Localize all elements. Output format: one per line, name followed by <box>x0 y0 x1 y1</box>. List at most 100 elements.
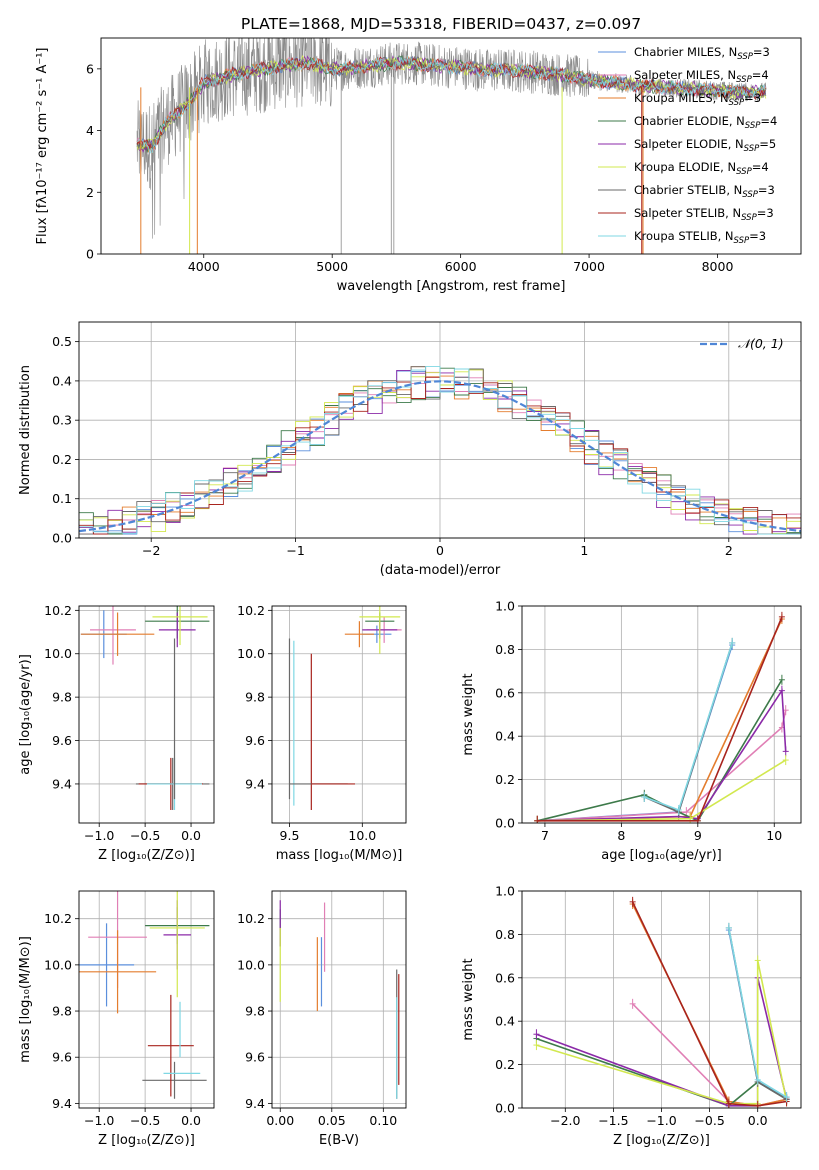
x-tick-label: 9.5 <box>280 828 300 843</box>
y-tick-label: 9.8 <box>52 1004 72 1019</box>
x-tick-label: 10 <box>766 828 782 843</box>
model-fit-chabrier-stelib <box>136 56 767 150</box>
plot-area <box>79 891 210 1099</box>
x-tick-label: 0.0 <box>181 828 201 843</box>
y-tick-label: 0.6 <box>495 685 515 700</box>
y-tick-label: 6 <box>86 61 94 76</box>
y-tick-label: 10.0 <box>44 957 72 972</box>
y-tick-label: 0.4 <box>495 1014 515 1029</box>
x-tick-label: 6000 <box>445 259 477 274</box>
y-tick-label: 0.0 <box>495 816 515 831</box>
y-tick-label: 9.6 <box>52 733 72 748</box>
plot-area <box>533 896 790 1108</box>
series-salpeter-stelib <box>537 616 783 822</box>
x-tick-label: −1.0 <box>84 1113 114 1128</box>
x-axis-label: E(B-V) <box>319 1133 359 1148</box>
legend-entry-chabrier-elodie: Chabrier ELODIE, NSSP=4 <box>634 114 777 131</box>
y-tick-label: 0.2 <box>495 1057 515 1072</box>
axes-frame <box>521 890 802 1109</box>
x-tick-label: 0.00 <box>266 1113 294 1128</box>
y-tick-label: 0.0 <box>52 531 72 546</box>
legend-entry-salpeter-stelib: Salpeter STELIB, NSSP=3 <box>634 206 774 223</box>
y-tick-label: 9.4 <box>245 776 265 791</box>
y-tick-label: 4 <box>86 123 94 138</box>
x-tick-label: 0.0 <box>181 1113 201 1128</box>
y-tick-label: 9.4 <box>245 1096 265 1111</box>
x-tick-label: 5000 <box>316 259 348 274</box>
panel-mass-vs-Z: −1.0 −0.5 0.0 9.4 9.6 9.8 10.0 10.2 Z [log₁₀(Z/Z… <box>18 890 215 1148</box>
x-tick-label: −0.5 <box>694 1113 724 1128</box>
x-tick-label: −1.0 <box>84 828 114 843</box>
figure-title: PLATE=1868, MJD=53318, FIBERID=0437, z=0… <box>241 15 641 33</box>
y-tick-label: 0.5 <box>52 334 72 349</box>
y-tick-label: 10.0 <box>237 646 265 661</box>
y-tick-label: 9.4 <box>52 1096 72 1111</box>
legend-entry-kroupa-elodie: Kroupa ELODIE, NSSP=4 <box>634 160 769 177</box>
plot-area <box>79 366 801 535</box>
legend-entry-chabrier-stelib: Chabrier STELIB, NSSP=3 <box>634 183 775 200</box>
model-fit-kroupa-stelib <box>136 54 766 154</box>
legend-entry-kroupa-stelib: Kroupa STELIB, NSSP=3 <box>634 229 766 246</box>
legend-entry-chabrier-miles: Chabrier MILES, NSSP=3 <box>634 45 770 62</box>
x-tick-label: 0 <box>436 543 444 558</box>
y-axis-label: mass weight <box>461 673 476 755</box>
y-tick-label: 1.0 <box>495 599 515 614</box>
gaussian-curve <box>79 380 801 533</box>
plot-area <box>136 38 767 254</box>
y-tick-label: 9.6 <box>245 733 265 748</box>
y-tick-label: 10.2 <box>44 603 72 618</box>
y-axis-label: mass weight <box>461 958 476 1040</box>
model-fit-kroupa-miles <box>136 56 767 154</box>
x-tick-label: 2 <box>725 543 733 558</box>
y-tick-label: 10.0 <box>237 957 265 972</box>
y-tick-label: 0.0 <box>495 1101 515 1116</box>
x-tick-label: −1 <box>286 543 304 558</box>
panel-age-vs-mass: 9.5 10.0 9.4 9.6 9.8 10.0 10.2 mass [log₁₀(M/M⊙… <box>237 603 407 863</box>
x-axis-label: Z [log₁₀(Z/Z⊙)] <box>613 1133 710 1148</box>
series-salpeter-stelib <box>631 901 787 1107</box>
x-axis-label: Z [log₁₀(Z/Z⊙)] <box>98 1133 195 1148</box>
y-tick-label: 0.8 <box>495 642 515 657</box>
panel-mass-weight-vs-age: 7 8 9 10 0.0 0.2 0.4 0.6 0.8 1.0 age [log₁₀(age/yr… <box>461 599 802 863</box>
x-axis-label: (data-model)/error <box>380 563 501 578</box>
y-tick-label: 9.6 <box>245 1050 265 1065</box>
x-tick-label: −2.0 <box>550 1113 580 1128</box>
axes-frame <box>521 605 802 824</box>
x-tick-label: −2 <box>142 543 160 558</box>
x-axis-label: wavelength [Angstrom, rest frame] <box>337 279 566 294</box>
series-chabrier-elodie <box>537 679 783 822</box>
x-tick-label: −0.5 <box>130 828 160 843</box>
axes-frame <box>271 890 407 1109</box>
x-tick-label: 4000 <box>188 259 220 274</box>
y-tick-label: 0.4 <box>52 373 72 388</box>
x-tick-label: 7000 <box>573 259 605 274</box>
x-axis-label: Z [log₁₀(Z/Z⊙)] <box>98 848 195 863</box>
x-tick-label: 0.10 <box>369 1113 397 1128</box>
x-tick-label: −1.5 <box>598 1113 628 1128</box>
plot-area <box>534 611 789 823</box>
axes-frame <box>271 605 407 824</box>
x-tick-label: 0.05 <box>318 1113 346 1128</box>
y-tick-label: 9.8 <box>245 1004 265 1019</box>
spectrum-legend: Chabrier MILES, NSSP=3 Salpeter MILES, NS… <box>598 45 777 246</box>
x-tick-label: 10.0 <box>348 828 376 843</box>
y-tick-label: 0.4 <box>495 729 515 744</box>
y-tick-label: 10.2 <box>44 911 72 926</box>
x-tick-label: 8000 <box>702 259 734 274</box>
y-axis-label: age [log₁₀(age/yr)] <box>18 654 33 775</box>
plot-area <box>279 900 400 1099</box>
y-tick-label: 0.6 <box>495 970 515 985</box>
x-axis-label: mass [log₁₀(M/M⊙)] <box>276 848 403 863</box>
model-fit-kroupa-elodie <box>136 55 767 151</box>
histogram-kroupa-stelib <box>79 366 801 535</box>
y-axis-label: mass [log₁₀(M/M⊙)] <box>18 936 33 1063</box>
y-tick-label: 9.4 <box>52 776 72 791</box>
series-salpeter-elodie <box>537 688 787 822</box>
axes-frame <box>78 605 215 824</box>
y-tick-label: 2 <box>86 185 94 200</box>
axes-frame <box>78 321 802 539</box>
x-axis-label: age [log₁₀(age/yr)] <box>601 848 722 863</box>
legend-entry-kroupa-miles: Kroupa MILES, NSSP=3 <box>634 91 761 108</box>
x-tick-label: 9 <box>694 828 702 843</box>
